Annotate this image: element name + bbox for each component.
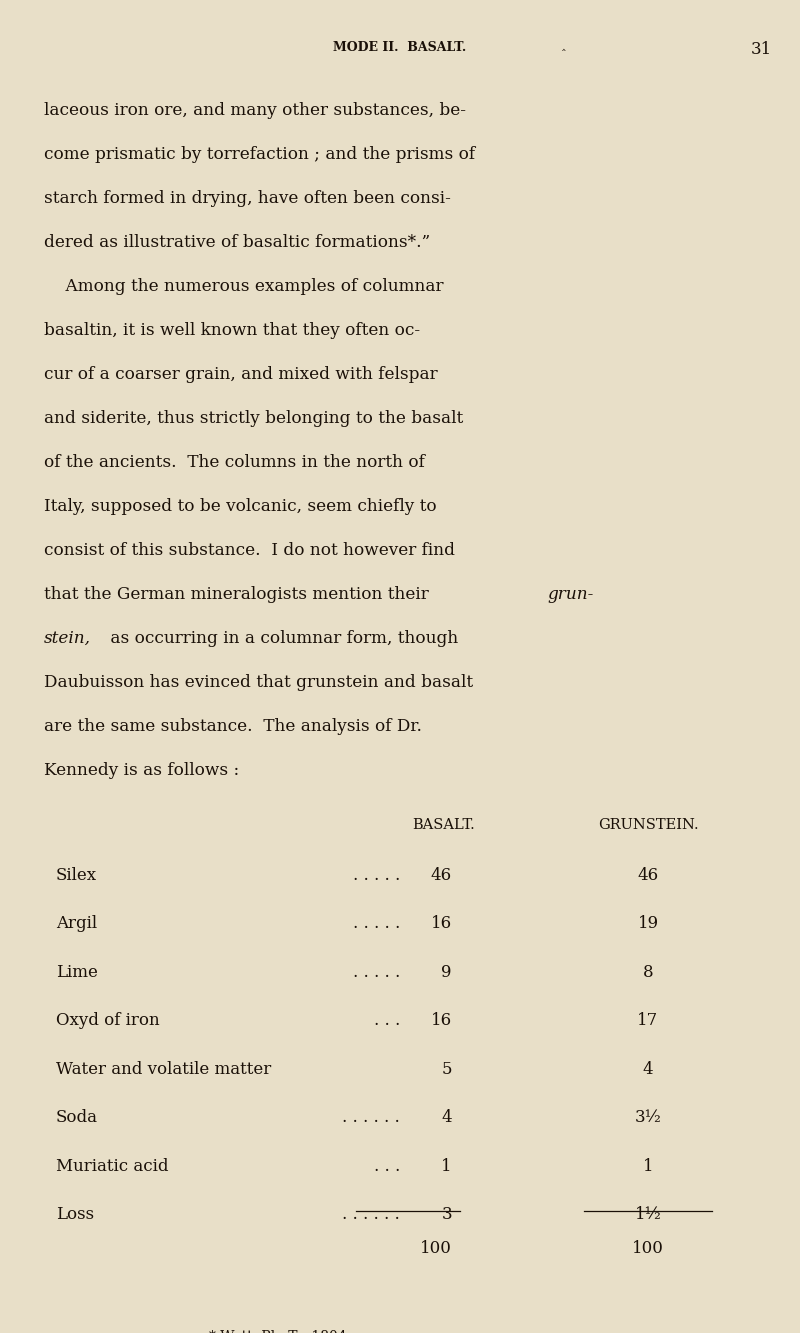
- Text: . . . . .: . . . . .: [353, 866, 400, 884]
- Text: 4: 4: [442, 1109, 452, 1126]
- Text: come prismatic by torrefaction ; and the prisms of: come prismatic by torrefaction ; and the…: [44, 147, 475, 163]
- Text: 8: 8: [642, 964, 654, 981]
- Text: 16: 16: [431, 916, 452, 932]
- Text: 17: 17: [638, 1012, 658, 1029]
- Text: are the same substance.  The analysis of Dr.: are the same substance. The analysis of …: [44, 717, 422, 734]
- Text: as occurring in a columnar form, though: as occurring in a columnar form, though: [105, 629, 458, 647]
- Text: 1: 1: [442, 1157, 452, 1174]
- Text: laceous iron ore, and many other substances, be-: laceous iron ore, and many other substan…: [44, 103, 466, 119]
- Text: Among the numerous examples of columnar: Among the numerous examples of columnar: [44, 277, 443, 295]
- Text: 46: 46: [431, 866, 452, 884]
- Text: . . . . . .: . . . . . .: [342, 1206, 400, 1222]
- Text: 9: 9: [442, 964, 452, 981]
- Text: . . . . .: . . . . .: [353, 964, 400, 981]
- Text: 46: 46: [638, 866, 658, 884]
- Text: of the ancients.  The columns in the north of: of the ancients. The columns in the nort…: [44, 453, 425, 471]
- Text: Lime: Lime: [56, 964, 98, 981]
- Text: Kennedy is as follows :: Kennedy is as follows :: [44, 761, 239, 778]
- Text: basaltin, it is well known that they often oc-: basaltin, it is well known that they oft…: [44, 321, 420, 339]
- Text: and siderite, thus strictly belonging to the basalt: and siderite, thus strictly belonging to…: [44, 409, 463, 427]
- Text: Oxyd of iron: Oxyd of iron: [56, 1012, 160, 1029]
- Text: consist of this substance.  I do not however find: consist of this substance. I do not howe…: [44, 541, 455, 559]
- Text: BASALT.: BASALT.: [413, 818, 475, 833]
- Text: 5: 5: [442, 1061, 452, 1077]
- Text: 100: 100: [420, 1241, 452, 1257]
- Text: 3: 3: [442, 1206, 452, 1222]
- Text: 3½: 3½: [634, 1109, 662, 1126]
- Text: * Watt, Ph. Tr. 1804.: * Watt, Ph. Tr. 1804.: [209, 1330, 351, 1333]
- Text: 19: 19: [638, 916, 658, 932]
- Text: 100: 100: [632, 1241, 664, 1257]
- Text: dered as illustrative of basaltic formations*.”: dered as illustrative of basaltic format…: [44, 233, 430, 251]
- Text: ‸: ‸: [562, 41, 566, 51]
- Text: Soda: Soda: [56, 1109, 98, 1126]
- Text: Daubuisson has evinced that grunstein and basalt: Daubuisson has evinced that grunstein an…: [44, 673, 473, 690]
- Text: grun-: grun-: [547, 585, 594, 603]
- Text: 16: 16: [431, 1012, 452, 1029]
- Text: 4: 4: [642, 1061, 654, 1077]
- Text: . . . . . .: . . . . . .: [342, 1109, 400, 1126]
- Text: . . .: . . .: [374, 1157, 400, 1174]
- Text: 1: 1: [642, 1157, 654, 1174]
- Text: Water and volatile matter: Water and volatile matter: [56, 1061, 271, 1077]
- Text: Italy, supposed to be volcanic, seem chiefly to: Italy, supposed to be volcanic, seem chi…: [44, 497, 437, 515]
- Text: Argil: Argil: [56, 916, 97, 932]
- Text: . . . . .: . . . . .: [353, 916, 400, 932]
- Text: that the German mineralogists mention their: that the German mineralogists mention th…: [44, 585, 434, 603]
- Text: . . .: . . .: [374, 1012, 400, 1029]
- Text: Loss: Loss: [56, 1206, 94, 1222]
- Text: Silex: Silex: [56, 866, 97, 884]
- Text: Muriatic acid: Muriatic acid: [56, 1157, 169, 1174]
- Text: starch formed in drying, have often been consi-: starch formed in drying, have often been…: [44, 191, 451, 207]
- Text: cur of a coarser grain, and mixed with felspar: cur of a coarser grain, and mixed with f…: [44, 365, 438, 383]
- Text: MODE II.  BASALT.: MODE II. BASALT.: [334, 41, 466, 53]
- Text: stein,: stein,: [44, 629, 91, 647]
- Text: 1½: 1½: [634, 1206, 662, 1222]
- Text: GRUNSTEIN.: GRUNSTEIN.: [598, 818, 698, 833]
- Text: 31: 31: [750, 41, 772, 57]
